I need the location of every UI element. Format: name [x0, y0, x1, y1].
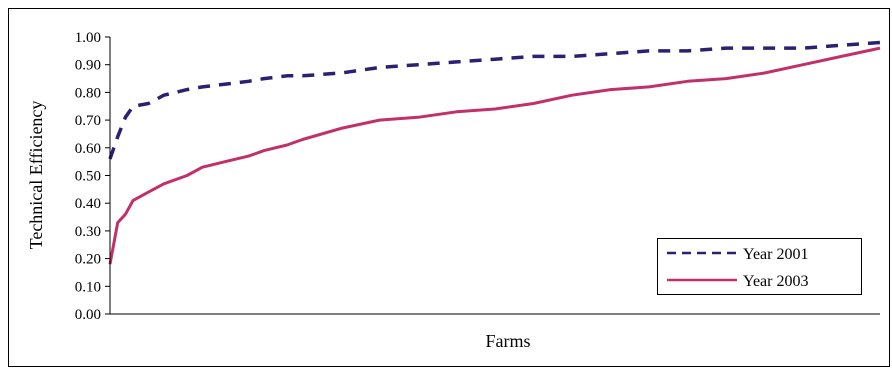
- y-tick-label: 0.00: [75, 307, 101, 323]
- x-axis-label: Farms: [486, 331, 531, 351]
- y-axis-ticks: 0.00 0.10 0.20 0.30 0.40 0.50 0.60 0.70 0.80 0.90…: [75, 30, 110, 323]
- y-tick-label: 1.00: [75, 30, 101, 46]
- y-tick-label: 0.60: [75, 141, 101, 157]
- y-tick-label: 0.90: [75, 58, 101, 74]
- y-tick-label: 0.20: [75, 252, 101, 268]
- y-tick-label: 0.80: [75, 85, 101, 101]
- legend-box: [657, 238, 862, 295]
- y-tick-label: 0.10: [75, 279, 101, 295]
- legend: Year 2001 Year 2003: [657, 238, 862, 295]
- series-line-year-2001: [108, 40, 881, 160]
- legend-label-year-2001: Year 2001: [743, 246, 808, 263]
- y-tick-label: 0.40: [75, 196, 101, 212]
- y-tick-label: 0.30: [75, 224, 101, 240]
- y-tick-label: 0.50: [75, 169, 101, 185]
- y-axis-label: Technical Efficiency: [26, 101, 46, 250]
- legend-label-year-2003: Year 2003: [743, 273, 808, 290]
- series-line-year-2003: [108, 46, 881, 265]
- series-layer: [108, 40, 881, 265]
- y-tick-label: 0.70: [75, 113, 101, 129]
